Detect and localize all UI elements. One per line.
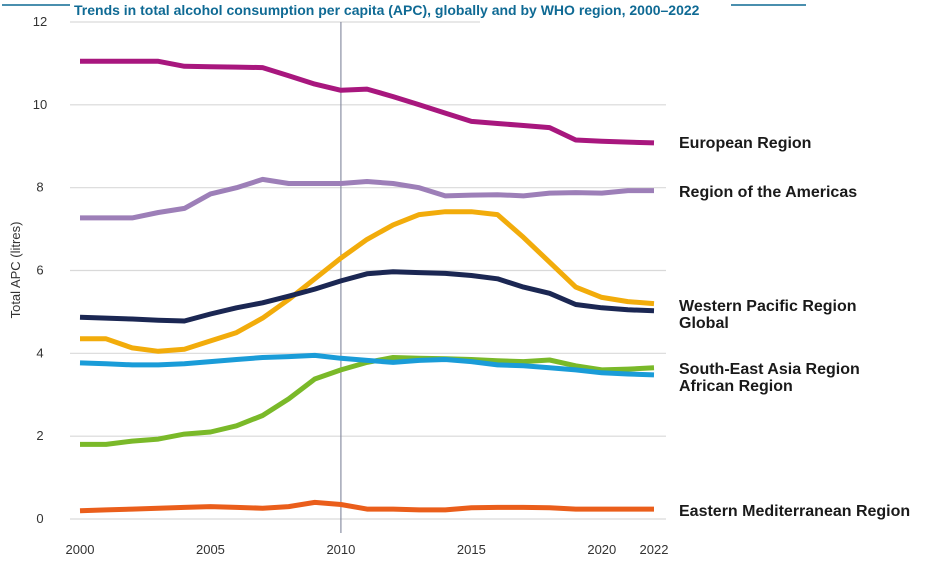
y-tick-label: 6 bbox=[36, 263, 43, 278]
y-axis-ticks: 0 2 4 6 8 10 12 bbox=[33, 14, 47, 526]
y-tick-label: 8 bbox=[36, 180, 43, 195]
x-tick-label: 2022 bbox=[640, 542, 669, 557]
x-axis-ticks: 2000 2005 2010 2015 2020 2022 bbox=[66, 542, 669, 557]
y-tick-label: 0 bbox=[36, 511, 43, 526]
legend-label: Western Pacific Region bbox=[679, 298, 857, 315]
chart-title: Trends in total alcohol consumption per … bbox=[74, 2, 700, 18]
legend-label: Region of the Americas bbox=[679, 184, 857, 201]
x-tick-label: 2000 bbox=[66, 542, 95, 557]
legend-labels: European Region Region of the Americas Wes… bbox=[679, 135, 910, 520]
legend-label: Global bbox=[679, 315, 729, 332]
legend-label: Eastern Mediterranean Region bbox=[679, 503, 910, 520]
y-tick-label: 4 bbox=[36, 345, 43, 360]
y-tick-label: 2 bbox=[36, 428, 43, 443]
x-tick-label: 2015 bbox=[457, 542, 486, 557]
series-line-western-pacific-region bbox=[80, 209, 655, 354]
x-tick-label: 2010 bbox=[326, 542, 355, 557]
series-line-global bbox=[79, 269, 655, 324]
y-tick-label: 12 bbox=[33, 14, 47, 29]
legend-label: South-East Asia Region bbox=[679, 361, 860, 378]
series-line-eastern-mediterranean-region bbox=[79, 499, 654, 514]
y-axis-label: Total APC (litres) bbox=[8, 222, 23, 319]
series-line-african-region bbox=[79, 352, 655, 378]
x-tick-label: 2005 bbox=[196, 542, 225, 557]
legend-label: European Region bbox=[679, 135, 811, 152]
gridlines bbox=[70, 21, 666, 520]
series-line-region-of-the-americas bbox=[80, 176, 654, 221]
series-line-european-region bbox=[80, 58, 655, 146]
x-tick-label: 2020 bbox=[587, 542, 616, 557]
legend-label: African Region bbox=[679, 378, 793, 395]
y-tick-label: 10 bbox=[33, 97, 47, 112]
series-lines bbox=[79, 58, 655, 514]
